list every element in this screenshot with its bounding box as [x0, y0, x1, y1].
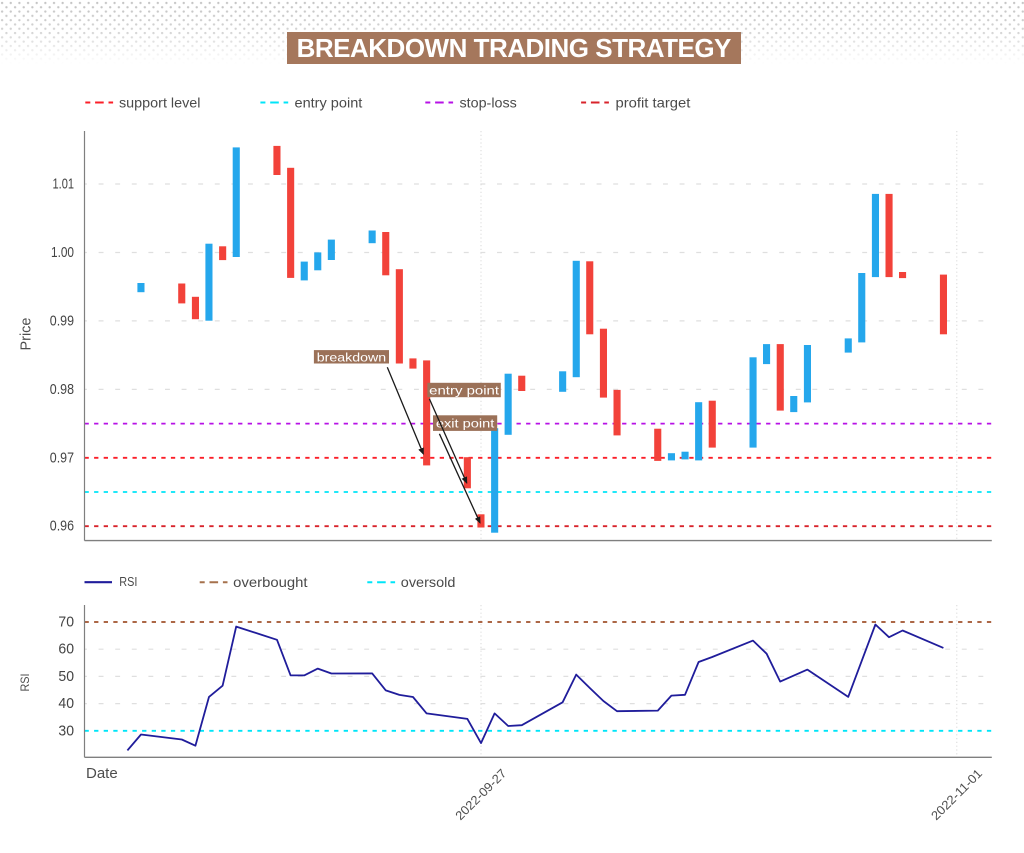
- svg-text:2022-11-01: 2022-11-01: [929, 766, 986, 823]
- svg-text:overbought: overbought: [233, 574, 307, 590]
- svg-text:2022-09-27: 2022-09-27: [453, 766, 510, 823]
- svg-text:0.96: 0.96: [50, 518, 74, 535]
- svg-text:profit target: profit target: [616, 95, 691, 111]
- svg-text:0.99: 0.99: [50, 312, 74, 329]
- svg-text:entry point: entry point: [295, 95, 363, 111]
- svg-text:40: 40: [58, 695, 74, 712]
- svg-text:exit point: exit point: [436, 417, 495, 431]
- svg-text:70: 70: [58, 614, 74, 631]
- svg-text:1.00: 1.00: [51, 244, 74, 261]
- svg-text:0.98: 0.98: [50, 381, 74, 398]
- svg-text:1.01: 1.01: [53, 176, 75, 193]
- svg-text:RSI: RSI: [20, 673, 32, 691]
- svg-text:oversold: oversold: [401, 574, 456, 590]
- svg-text:0.97: 0.97: [50, 449, 74, 466]
- svg-text:support level: support level: [119, 95, 201, 111]
- svg-text:Date: Date: [86, 765, 118, 782]
- svg-text:Price: Price: [17, 318, 34, 351]
- svg-text:RSI: RSI: [119, 575, 137, 589]
- svg-text:60: 60: [58, 641, 74, 658]
- svg-text:50: 50: [58, 668, 74, 685]
- svg-text:entry point: entry point: [429, 384, 500, 398]
- svg-text:stop-loss: stop-loss: [460, 95, 517, 111]
- svg-text:breakdown: breakdown: [317, 350, 386, 364]
- svg-text:30: 30: [58, 722, 74, 739]
